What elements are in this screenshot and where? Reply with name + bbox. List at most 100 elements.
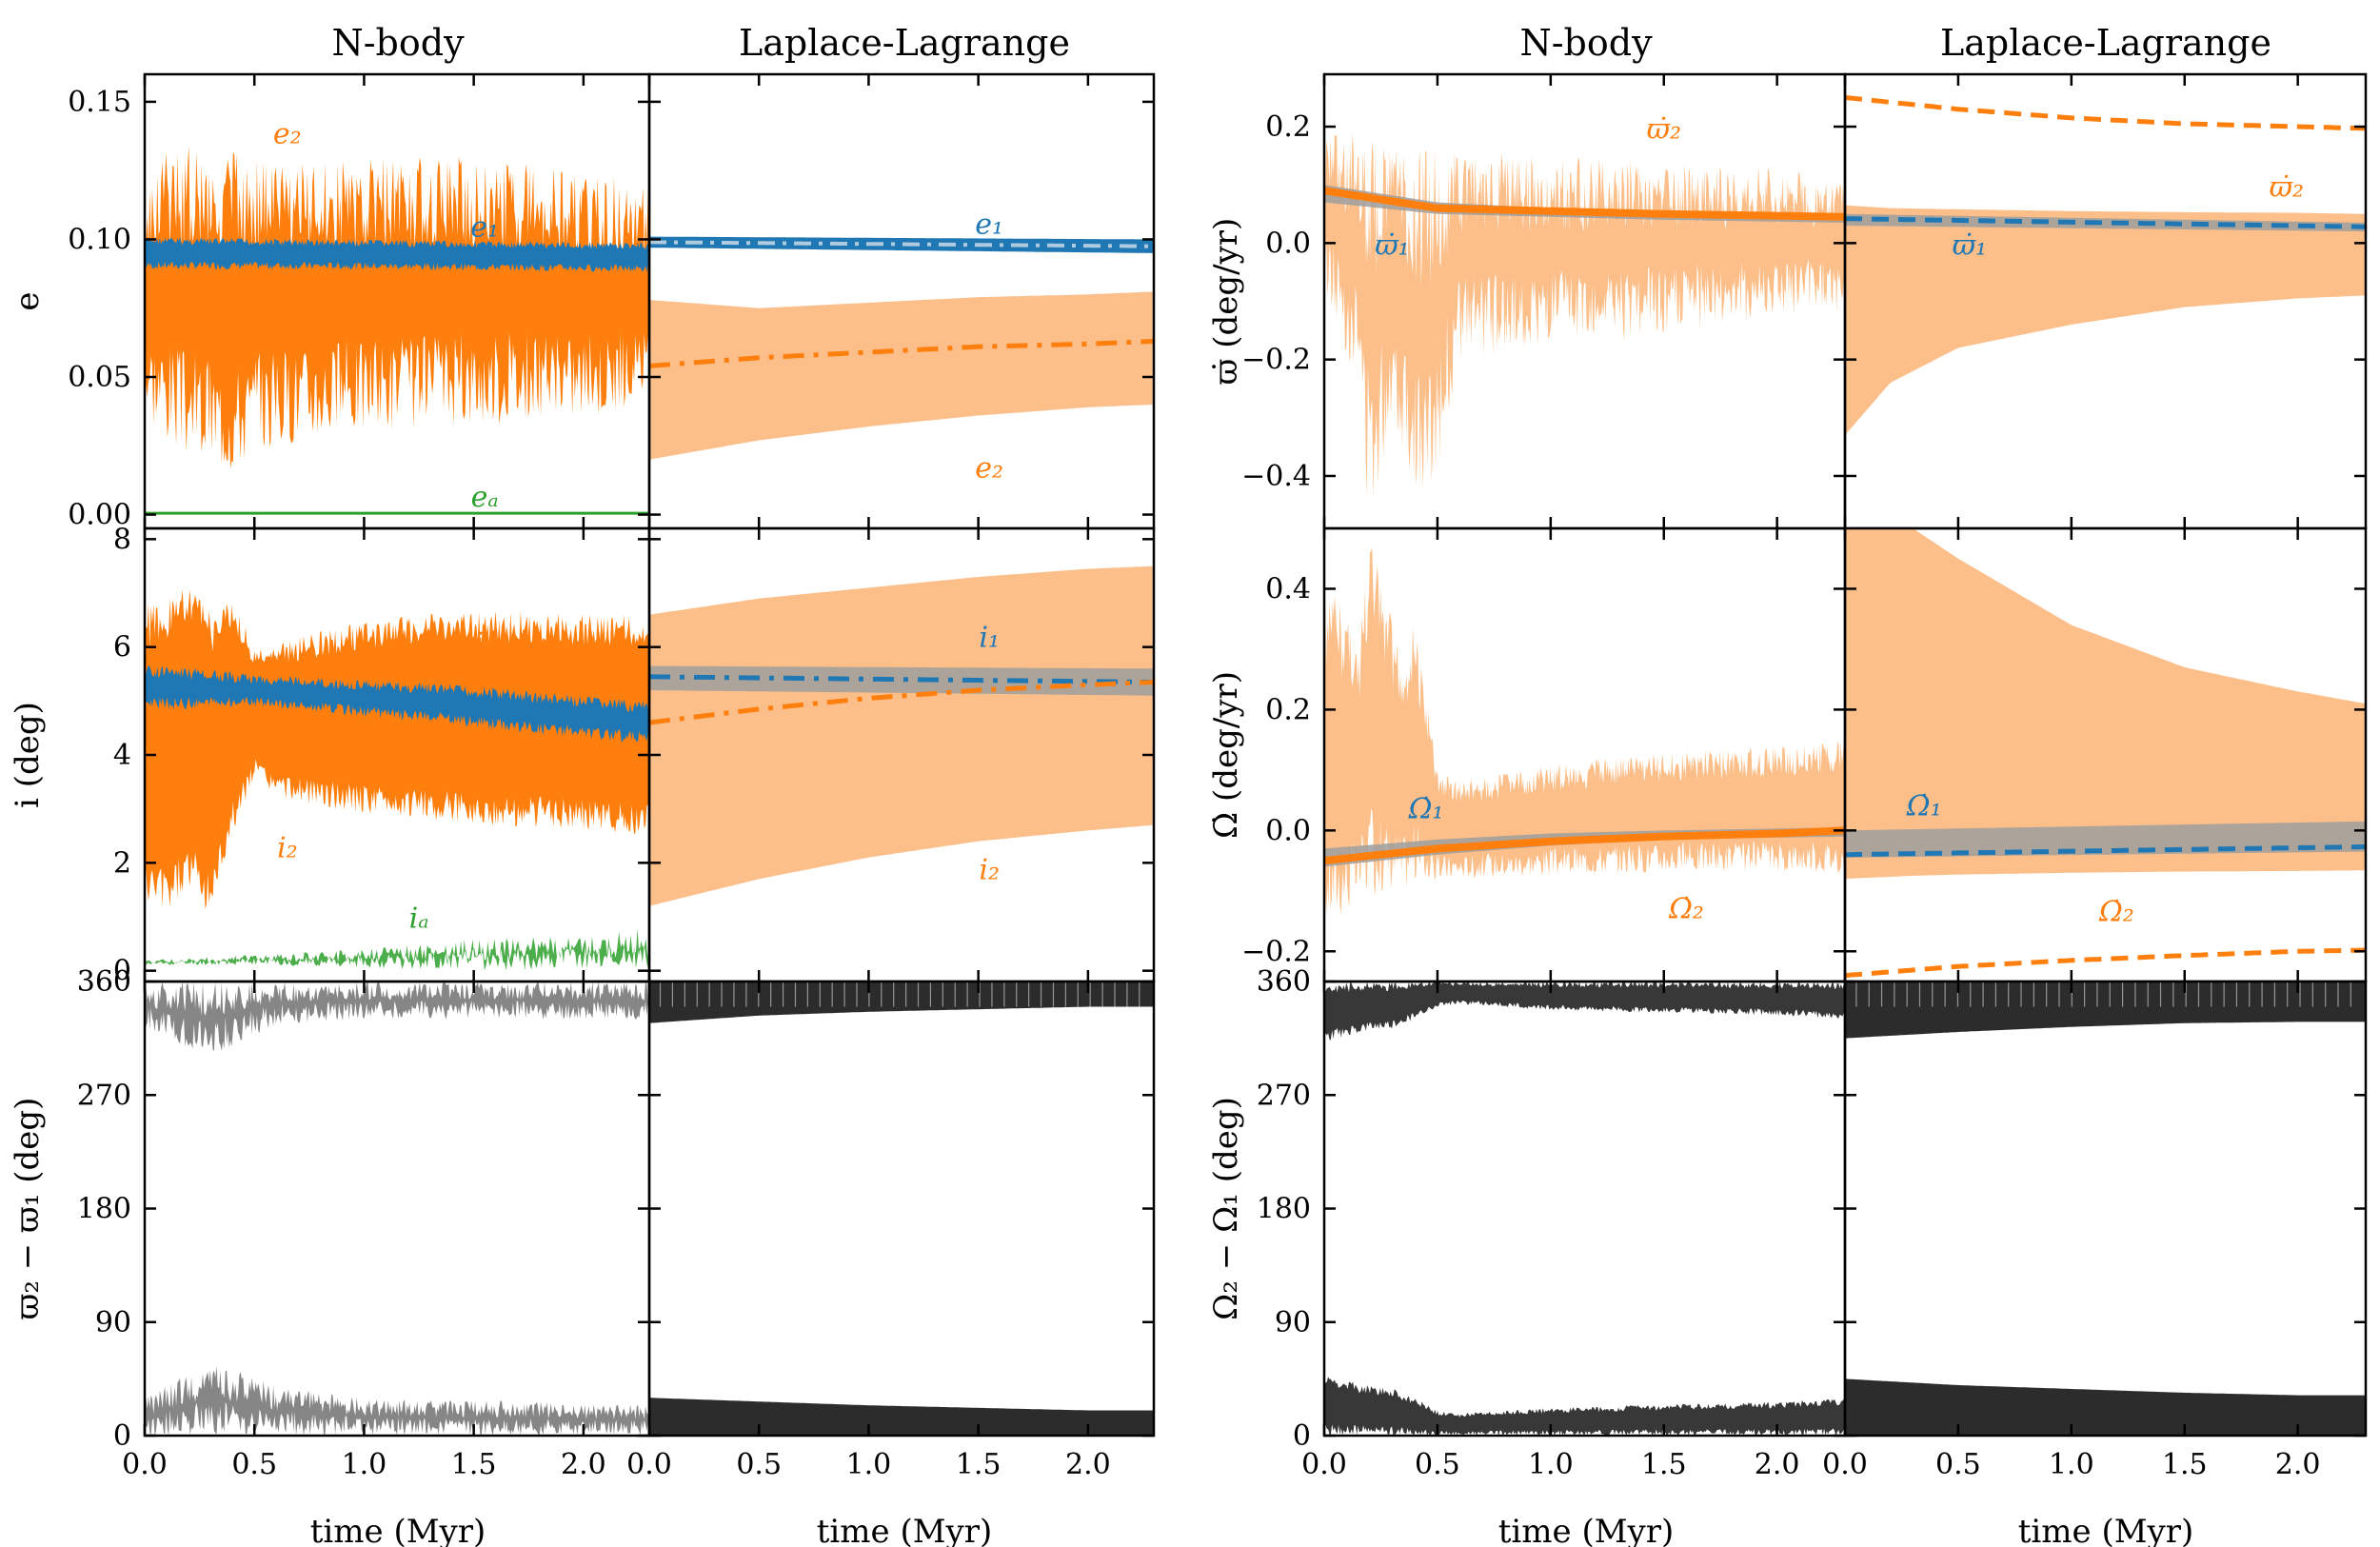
chart-eccentricity: e₂ e₁ eₐ e₁ e₂ 0.00 0.05 0.10 0.15 e	[9, 72, 1156, 532]
panel-content	[145, 589, 649, 971]
chart-inclination: i₁ i₂ iₐ i₁ i₂ 0 2 4 6 8 i (deg)	[9, 523, 1156, 988]
pericentre_difference-nbody-x-tick-label: 1.0	[342, 1448, 387, 1481]
i1-ll-mean	[649, 674, 1154, 684]
i1-ll-band	[649, 665, 1154, 696]
inclination-nbody-y-tick-label: 4	[113, 739, 131, 772]
O2-ll-mean	[1845, 947, 2366, 979]
chart-pericentre_difference: 0.0 0.5 1.0 1.5 2.0 0 90 180 270 360 0.0 0.5 1.0 1.5 2…	[9, 965, 1156, 1481]
node_difference-nbody-x-tick-label: 0.0	[1301, 1448, 1347, 1481]
curve-label-inclination-0: i₁	[474, 626, 495, 660]
pericentre_precession-nbody-y-tick-label: 0.2	[1265, 110, 1311, 144]
pericentre_difference-ll-frame	[647, 980, 1156, 1438]
e2-nbody-band	[145, 146, 649, 469]
chart-node_precession: Ω̇₁ Ω̇₂ Ω̇₁ Ω̇₂ −0.2 0.0 0.2 0.4 Ω̇ (deg/yr)	[1207, 526, 2368, 983]
inclination-nbody-y-tick-label: 6	[113, 631, 131, 664]
w2-ll-band	[1845, 205, 2366, 436]
pericentre_difference-nbody-y-tick-label: 90	[95, 1306, 131, 1339]
node_precession-nbody-y-tick-label: 0.0	[1265, 814, 1311, 847]
pericentre_difference-nbody-y-tick-label: 360	[77, 965, 131, 999]
pericentre_difference-ll-x-tick-label: 1.0	[846, 1448, 892, 1481]
curve-label-pericentre_precession-3: ϖ̇₁	[1953, 229, 1988, 263]
w2-nbody-band	[1324, 133, 1845, 501]
y-axis-label-node_precession: Ω̇ (deg/yr)	[1207, 671, 1245, 839]
panel-content	[1324, 133, 1845, 501]
plot-area: e₂e₁eₐe₁e₂0.000.050.100.15eϖ̇₂ϖ̇₁ϖ̇₂ϖ̇₁−…	[9, 72, 2368, 1481]
column-title-laplace-lagrange-left: Laplace-Lagrange	[739, 22, 1070, 64]
e1-ll-mean	[649, 240, 1154, 248]
column-title-laplace-lagrange-right: Laplace-Lagrange	[1940, 22, 2271, 64]
nbody-lower_band	[1324, 1377, 1845, 1436]
i2-ll-mean	[649, 680, 1154, 725]
node_difference-nbody-y-tick-label: 360	[1257, 965, 1311, 999]
node_difference-nbody-y-tick-label: 90	[1275, 1306, 1311, 1339]
node_difference-nbody-x-tick-label: 1.0	[1528, 1448, 1574, 1481]
chart-pericentre_precession: ϖ̇₂ ϖ̇₁ ϖ̇₂ ϖ̇₁ −0.4 −0.2 0.0 0.2 ϖ̇ (deg/yr)	[1207, 72, 2368, 530]
eccentricity-nbody-y-tick-label: 0.15	[68, 86, 131, 119]
ll-upper_band	[649, 982, 1154, 1023]
panel-content	[1324, 982, 1845, 1436]
x-axis-label-col1: time (Myr)	[310, 1513, 486, 1547]
curve-label-node_precession-3: Ω̇₂	[2098, 896, 2134, 929]
curve-label-node_precession-0: Ω̇₁	[1408, 793, 1444, 826]
ll-lower_band	[1845, 1378, 2366, 1436]
node_precession-nbody-y-tick-label: 0.4	[1265, 572, 1311, 605]
i2-nbody-band	[145, 589, 649, 909]
nbody-upper_band	[1324, 982, 1845, 1041]
node_difference-ll-x-tick-label: 1.0	[2049, 1448, 2094, 1481]
y-axis-label-node_difference: Ω₂ − Ω₁ (deg)	[1207, 1097, 1245, 1320]
pericentre_difference-ll-x-tick-label: 0.5	[736, 1448, 782, 1481]
node_difference-nbody-frame	[1322, 980, 1847, 1438]
ll-lower_band	[649, 1398, 1154, 1436]
node_difference-nbody-y-tick-label: 0	[1293, 1419, 1311, 1453]
node_difference-nbody-x-tick-label: 0.5	[1415, 1448, 1460, 1481]
ll-upper_band	[1845, 982, 2366, 1039]
O1-ll-mean	[1845, 844, 2366, 858]
inclination-nbody-y-tick-label: 0	[113, 955, 131, 988]
pericentre_difference-nbody-x-tick-label: 1.5	[451, 1448, 497, 1481]
e2-ll-mean	[649, 338, 1154, 368]
e1-ll-band	[649, 236, 1154, 253]
panel-content	[145, 146, 649, 515]
column-titles: N-body Laplace-Lagrange N-body Laplace-L…	[331, 22, 2271, 64]
node_difference-ll-x-tick-label: 0.0	[1822, 1448, 1868, 1481]
curve-label-pericentre_precession-2: ϖ̇₂	[2270, 170, 2305, 204]
panel-content	[649, 982, 1154, 1436]
column-title-nbody-left: N-body	[331, 22, 465, 64]
y-axis-label-pericentre_precession: ϖ̇ (deg/yr)	[1207, 218, 1245, 386]
chart-node_difference: 0.0 0.5 1.0 1.5 2.0 0 90 180 270 360 0.0 0.5 1.0 1.5 2…	[1207, 965, 2368, 1481]
curve-label-pericentre_precession-0: ϖ̇₂	[1646, 112, 1681, 146]
node_difference-ll-x-tick-label: 1.5	[2162, 1448, 2208, 1481]
curve-label-pericentre_precession-1: ϖ̇₁	[1375, 229, 1410, 263]
y-axis-label-inclination: i (deg)	[9, 702, 47, 808]
O1-ll-band	[1845, 821, 2366, 858]
i2-ll-band	[649, 565, 1154, 906]
pericentre_difference-nbody-x-tick-label: 0.5	[231, 1448, 277, 1481]
pericentre_difference-ll-x-tick-label: 0.0	[626, 1448, 672, 1481]
w2-ll-mean	[1845, 95, 2366, 131]
w1-ll-mean	[1845, 216, 2366, 229]
O2-nbody-band	[1324, 546, 1845, 916]
pericentre_difference-nbody-x-tick-label: 2.0	[561, 1448, 606, 1481]
inclination-nbody-y-tick-label: 2	[113, 846, 131, 880]
y-axis-label-eccentricity: e	[9, 291, 47, 310]
e1-nbody-band	[145, 237, 649, 272]
node_difference-nbody-y-tick-label: 180	[1257, 1193, 1311, 1226]
curve-label-eccentricity-2: eₐ	[471, 481, 499, 514]
curve-label-eccentricity-4: e₂	[975, 452, 1003, 486]
panel-content	[1324, 546, 1845, 916]
e2-ll-band	[649, 291, 1154, 460]
curve-label-eccentricity-3: e₁	[975, 208, 1003, 242]
column-title-nbody-right: N-body	[1519, 22, 1653, 64]
node_difference-nbody-x-tick-label: 1.5	[1641, 1448, 1687, 1481]
y-axis-label-pericentre_difference: ϖ₂ − ϖ₁ (deg)	[9, 1098, 47, 1320]
pericentre_difference-ll-x-tick-label: 2.0	[1065, 1448, 1111, 1481]
node_difference-ll-x-tick-label: 2.0	[2275, 1448, 2321, 1481]
panel-content	[649, 565, 1154, 906]
pericentre_precession-nbody-y-tick-label: −0.4	[1241, 460, 1311, 493]
eccentricity-nbody-y-tick-label: 0.05	[68, 361, 131, 394]
pericentre_difference-nbody-y-tick-label: 0	[113, 1419, 131, 1453]
node_precession-nbody-y-tick-label: −0.2	[1241, 935, 1311, 968]
pericentre_difference-nbody-y-tick-label: 180	[77, 1193, 131, 1226]
curve-label-eccentricity-1: e₁	[470, 211, 499, 245]
